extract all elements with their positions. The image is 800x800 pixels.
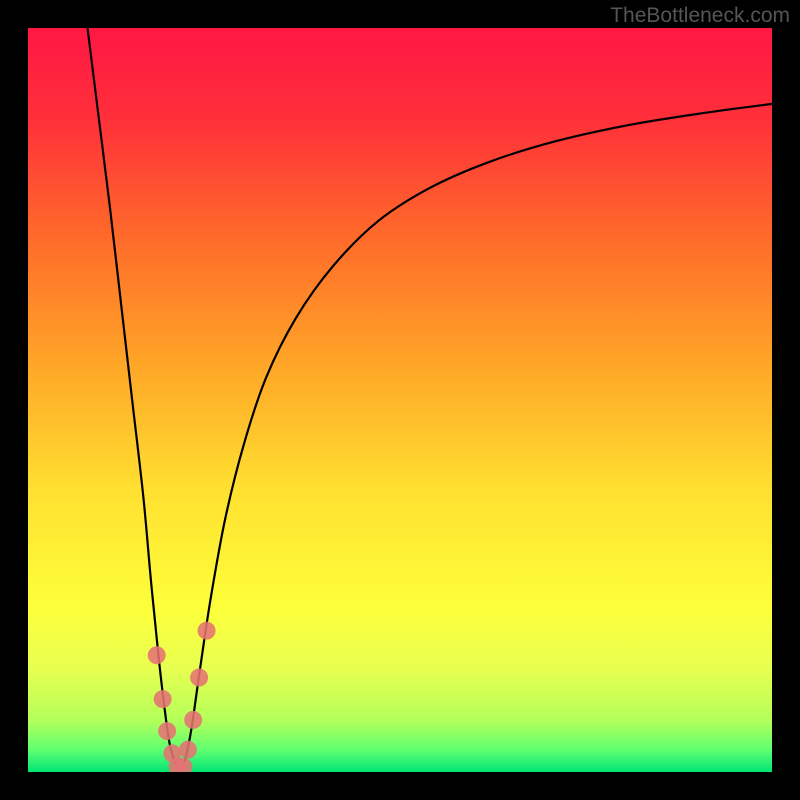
data-marker (154, 690, 172, 708)
gradient-background (28, 28, 772, 772)
plot-area (28, 28, 772, 772)
chart-svg (28, 28, 772, 772)
watermark-text: TheBottleneck.com (610, 4, 790, 28)
data-marker (179, 741, 197, 759)
data-marker (184, 711, 202, 729)
data-marker (158, 722, 176, 740)
data-marker (198, 622, 216, 640)
data-marker (148, 646, 166, 664)
data-marker (190, 669, 208, 687)
chart-container: TheBottleneck.com (0, 0, 800, 800)
